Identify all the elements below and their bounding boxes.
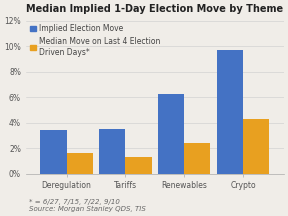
Bar [99, 129, 125, 174]
Bar [125, 157, 151, 174]
Bar [184, 143, 210, 174]
Bar [158, 94, 184, 174]
Bar [41, 130, 67, 174]
Bar [217, 50, 243, 174]
Title: Median Implied 1-Day Election Move by Theme: Median Implied 1-Day Election Move by Th… [26, 4, 283, 14]
Bar [67, 153, 93, 174]
Bar [243, 119, 269, 174]
Legend: Implied Election Move, Median Move on Last 4 Election
Driven Days*: Implied Election Move, Median Move on La… [30, 24, 160, 57]
Text: * = 6/27, 7/15, 7/22, 9/10
Source: Morgan Stanley QDS, TIS: * = 6/27, 7/15, 7/22, 9/10 Source: Morga… [29, 199, 146, 212]
